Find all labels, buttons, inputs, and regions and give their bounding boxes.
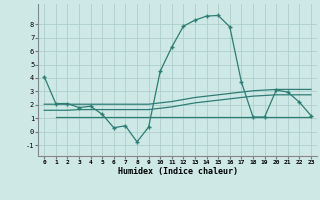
X-axis label: Humidex (Indice chaleur): Humidex (Indice chaleur) xyxy=(118,167,238,176)
